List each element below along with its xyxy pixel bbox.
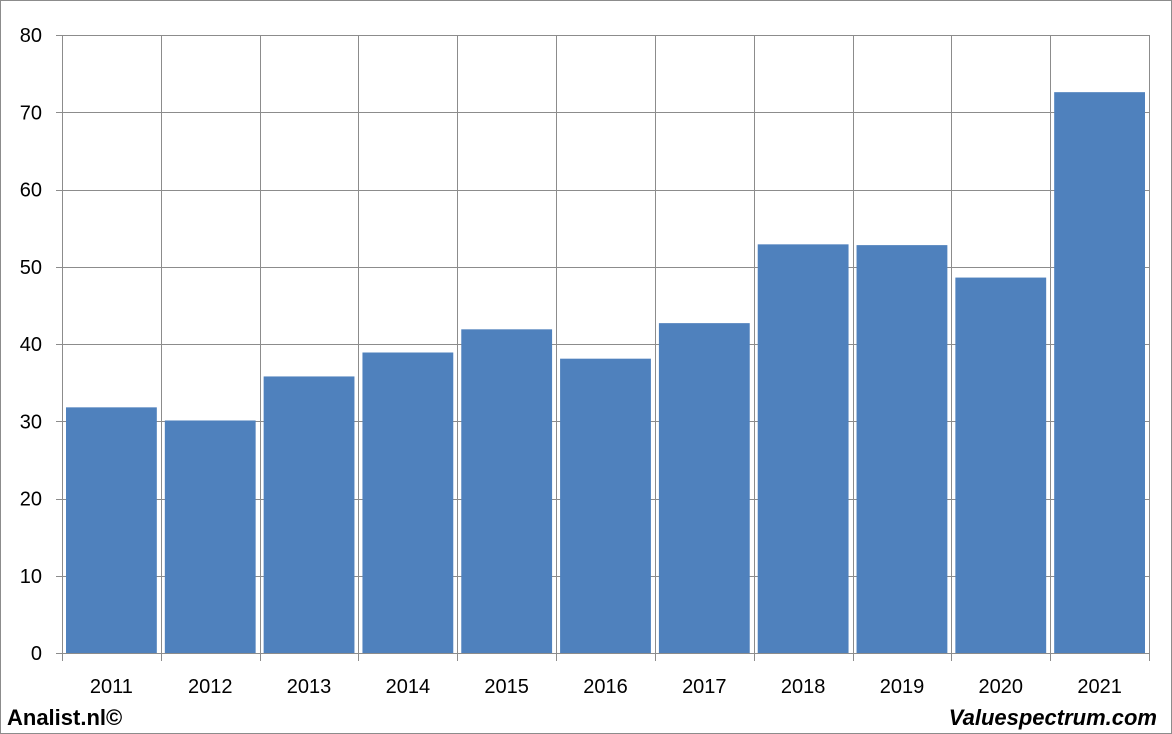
- y-tick-label: 50: [20, 257, 42, 279]
- bar-2015: [461, 329, 553, 653]
- x-tick-label: 2016: [583, 676, 628, 698]
- bar-2017: [658, 323, 750, 653]
- footer-right-credit: Valuespectrum.com: [948, 705, 1157, 730]
- x-tick-label: 2019: [880, 676, 925, 698]
- x-tick-label: 2017: [682, 676, 727, 698]
- bar-2018: [757, 244, 849, 653]
- bars: [66, 92, 1145, 654]
- y-tick-label: 20: [20, 489, 42, 511]
- x-tick-label: 2011: [90, 676, 133, 698]
- y-tick-label: 0: [31, 643, 42, 665]
- x-tick-label: 2018: [781, 676, 826, 698]
- x-tick-label: 2021: [1077, 676, 1122, 698]
- bar-2019: [856, 245, 948, 653]
- x-tick-labels: 2011 2012 2013 2014 2015 2016 2017 2018 2019 2020…: [90, 676, 1122, 698]
- axes: [56, 35, 1150, 661]
- bar-2012: [164, 420, 256, 653]
- y-tick-label: 10: [20, 566, 42, 588]
- x-tick-label: 2013: [287, 676, 332, 698]
- y-tick-label: 70: [20, 102, 42, 124]
- bar-2020: [955, 277, 1047, 653]
- y-tick-label: 40: [20, 334, 42, 356]
- bar-2021: [1054, 92, 1145, 654]
- bar-2013: [263, 376, 355, 653]
- bar-2016: [560, 358, 651, 653]
- x-tick-label: 2014: [386, 676, 431, 698]
- y-tick-labels: 0 10 20 30 40 50 60 70 80: [20, 25, 42, 665]
- grid-lines: [62, 35, 1150, 654]
- x-tick-label: 2015: [484, 676, 529, 698]
- bar-2011: [66, 407, 157, 653]
- x-tick-label: 2020: [979, 676, 1024, 698]
- y-tick-label: 80: [20, 25, 42, 47]
- footer-left-credit: Analist.nl©: [7, 705, 123, 730]
- y-tick-label: 60: [20, 180, 42, 202]
- bar-2014: [362, 352, 454, 653]
- x-tick-label: 2012: [188, 676, 233, 698]
- y-tick-label: 30: [20, 411, 42, 433]
